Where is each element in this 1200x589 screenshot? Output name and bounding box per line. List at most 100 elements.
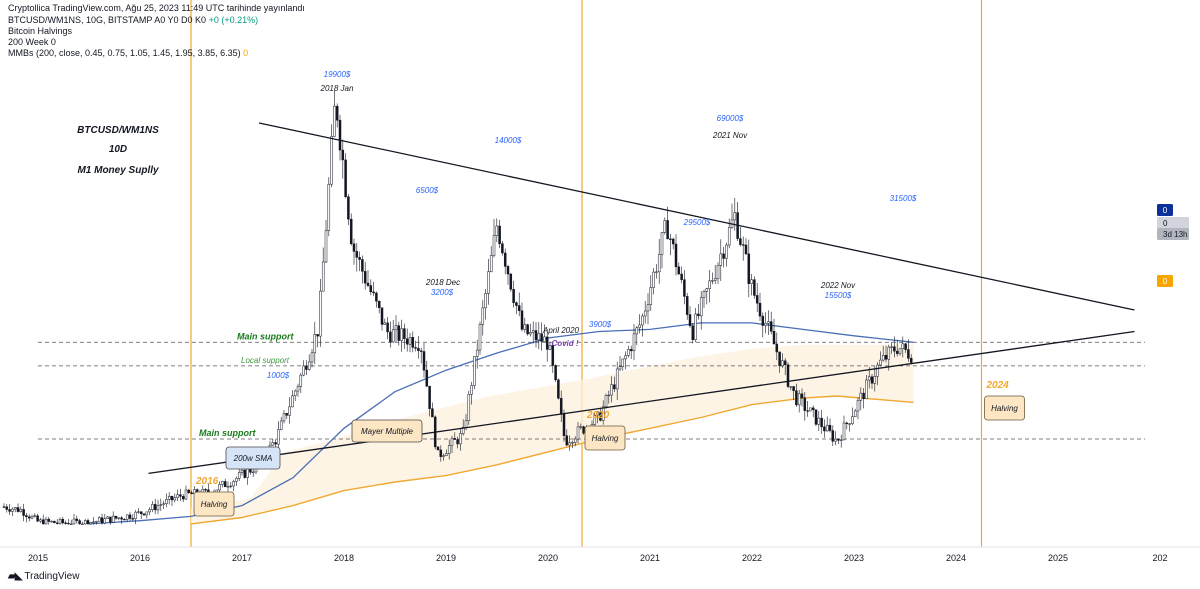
price-annotation: 69000$ <box>717 114 744 123</box>
candle-body <box>5 506 9 510</box>
indicator-callout-label: Mayer Multiple <box>361 427 414 436</box>
halving-lines <box>190 0 983 547</box>
footer-brand[interactable]: ▰◣ TradingView <box>8 571 79 582</box>
halving-year-label: 2020 <box>586 410 610 421</box>
candle-body <box>478 324 482 351</box>
candle-body <box>81 523 84 525</box>
candle-body <box>862 392 865 400</box>
candle-body <box>859 392 863 401</box>
candle-body <box>167 495 171 500</box>
candle-body <box>305 365 308 370</box>
trendlines <box>148 122 1135 475</box>
candle-body <box>240 469 244 473</box>
indicator-halvings[interactable]: Bitcoin Halvings <box>8 26 73 36</box>
candle-body <box>411 336 415 348</box>
candle-body <box>223 481 227 488</box>
candle-body <box>181 496 185 500</box>
candle-body <box>601 406 605 421</box>
x-tick-label: 2019 <box>436 553 456 563</box>
candle-body <box>814 409 818 425</box>
candle-body <box>386 322 389 333</box>
candle-body <box>291 395 294 408</box>
candle-body <box>282 413 286 422</box>
candle-body <box>848 423 851 425</box>
candle-body <box>453 438 457 440</box>
candle-body <box>467 394 471 421</box>
indicator-200week[interactable]: 200 Week 0 <box>8 37 56 47</box>
candle-body <box>674 243 678 268</box>
mayer-multiple-path <box>190 395 914 525</box>
candle-body <box>638 324 641 329</box>
candle-body <box>501 243 504 254</box>
candle-body <box>30 515 34 519</box>
candle-body <box>733 212 737 221</box>
candle-body <box>277 429 280 445</box>
candle-body <box>901 343 905 349</box>
candle-body <box>618 366 622 370</box>
candle-body <box>764 323 767 326</box>
candle-body <box>86 520 90 525</box>
candle-body <box>610 384 613 396</box>
candle-body <box>520 310 524 330</box>
candle-body <box>778 351 781 367</box>
candle-body <box>148 509 151 513</box>
candle-body <box>761 315 765 326</box>
candle-body <box>828 424 832 431</box>
candle-body <box>69 523 73 525</box>
candle-body <box>11 508 14 512</box>
candle-body <box>831 430 835 442</box>
candle-body <box>755 295 759 304</box>
candle-body <box>573 438 577 443</box>
candle-body <box>369 285 373 293</box>
candle-body <box>669 238 672 240</box>
candle-body <box>540 333 543 342</box>
candle-body <box>153 504 157 511</box>
candle-body <box>635 327 639 335</box>
candle-body <box>95 521 98 523</box>
price-badge-label: 0 <box>1163 219 1168 228</box>
brand-text: TradingView <box>24 571 80 582</box>
candle-body <box>307 361 311 370</box>
indicator-mmbs[interactable]: MMBs (200, close, 0.45, 0.75, 1.05, 1.45… <box>8 48 248 58</box>
price-annotation: 3900$ <box>589 320 612 329</box>
halving-year-label: 2024 <box>986 380 1010 391</box>
candle-body <box>232 481 235 487</box>
candle-body <box>422 351 426 371</box>
candle-body <box>327 183 331 231</box>
candle-body <box>389 331 392 343</box>
candle-body <box>383 322 387 325</box>
candle-body <box>607 394 611 397</box>
candle-body <box>887 346 891 360</box>
candle-body <box>823 426 826 432</box>
trendline <box>258 122 1135 311</box>
candle-body <box>377 300 381 309</box>
support-label: Main support <box>237 331 294 341</box>
x-tick-label: 2017 <box>232 553 252 563</box>
candle-body <box>249 468 252 473</box>
candle-body <box>767 321 770 324</box>
candle-body <box>111 515 115 523</box>
candle-body <box>727 227 731 246</box>
candle-body <box>758 302 762 317</box>
candle-body <box>321 261 325 292</box>
candle-body <box>652 271 655 288</box>
candle-body <box>405 338 409 345</box>
candle-body <box>8 509 11 512</box>
price-annotation: 31500$ <box>890 194 917 203</box>
candle-body <box>78 520 81 525</box>
candle-body <box>820 417 823 428</box>
candle-body <box>271 442 275 446</box>
candle-body <box>498 225 501 244</box>
change-text: +0 (+0.21%) <box>208 15 259 25</box>
candle-body <box>806 410 809 412</box>
mayer-band-area <box>191 344 914 524</box>
candle-body <box>352 243 356 252</box>
candle-body <box>529 331 532 335</box>
indicator-mmbs-value: 0 <box>243 48 249 58</box>
candle-body <box>643 310 647 317</box>
candle-body <box>708 280 711 289</box>
price-badge-label: 0 <box>1163 206 1168 215</box>
candle-body <box>428 385 431 409</box>
candle-body <box>372 291 375 294</box>
candle-body <box>83 520 87 525</box>
